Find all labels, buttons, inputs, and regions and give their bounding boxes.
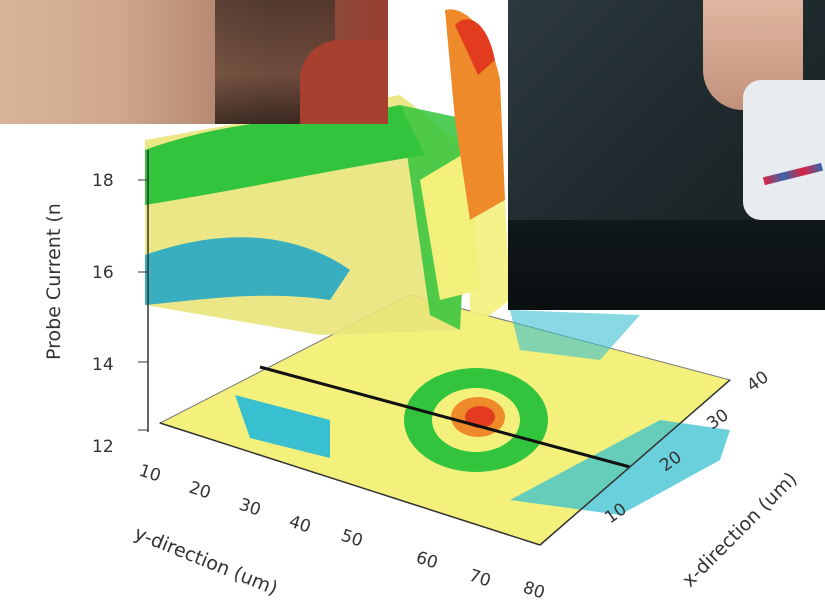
surface-mesh [145, 9, 640, 360]
y-tick: 40 [743, 367, 772, 396]
x-tick: 50 [338, 526, 365, 552]
x-tick: 30 [236, 495, 263, 521]
z-tick: 14 [92, 355, 114, 375]
x-tick: 80 [520, 578, 547, 603]
z-axis-title: Probe Current (n [43, 203, 65, 360]
x-tick: 20 [186, 478, 213, 504]
z-axis: 18 16 14 12 Probe Current (n [43, 150, 149, 457]
person-photo-crop [508, 0, 825, 310]
y-direction-title: y-direction (um) [131, 522, 281, 600]
z-tick: 16 [92, 263, 114, 283]
x-tick: 10 [136, 461, 163, 487]
x-direction-title: x-direction (um) [678, 468, 802, 592]
portrait-photo-crop [0, 0, 388, 124]
z-tick: 12 [92, 437, 114, 457]
x-tick: 70 [466, 566, 493, 592]
x-tick: 60 [413, 548, 440, 574]
x-tick: 40 [286, 512, 313, 538]
z-tick: 18 [92, 171, 114, 191]
